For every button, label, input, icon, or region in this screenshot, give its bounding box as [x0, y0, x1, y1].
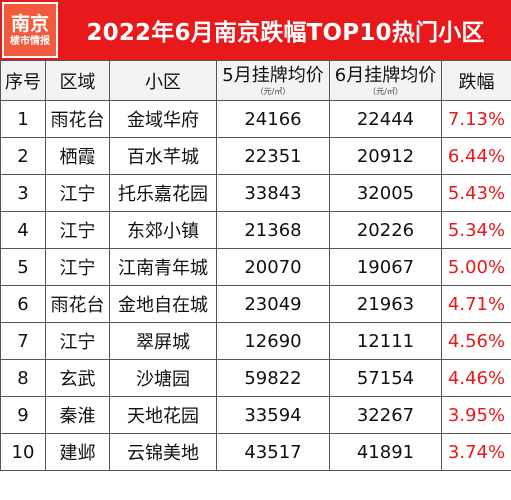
cell-drop: 5.43% — [441, 174, 511, 212]
table-row: 9 秦淮 天地花园 33594 32267 3.95% — [0, 396, 511, 434]
cell-may-price: 12690 — [216, 322, 330, 360]
table-row: 5 江宁 江南青年城 20070 19067 5.00% — [0, 248, 511, 286]
cell-district: 雨花台 — [45, 285, 110, 323]
cell-rank: 2 — [0, 137, 46, 175]
cell-rank: 7 — [0, 322, 46, 360]
col-header-drop: 跌幅 — [441, 60, 511, 101]
cell-community: 江南青年城 — [109, 248, 217, 286]
jun-price-label: 6月挂牌均价 — [334, 64, 437, 86]
cell-may-price: 20070 — [216, 248, 330, 286]
may-price-label: 5月挂牌均价 — [222, 64, 324, 86]
cell-may-price: 33843 — [216, 174, 330, 212]
logo-text-main: 南京 — [10, 12, 49, 35]
cell-district: 江宁 — [45, 211, 110, 249]
cell-community: 天地花园 — [109, 396, 217, 434]
cell-drop: 4.46% — [441, 359, 511, 397]
cell-jun-price: 41891 — [329, 433, 442, 471]
cell-rank: 3 — [0, 174, 46, 212]
table-row: 2 栖霞 百水芊城 22351 20912 6.44% — [0, 137, 511, 175]
col-header-rank: 序号 — [0, 60, 46, 101]
jun-price-unit: （元/㎡） — [368, 86, 403, 96]
cell-community: 金域华府 — [109, 100, 217, 138]
cell-may-price: 33594 — [216, 396, 330, 434]
may-price-unit: （元/㎡） — [255, 86, 291, 96]
cell-may-price: 21368 — [216, 211, 330, 249]
cell-may-price: 43517 — [216, 433, 330, 471]
page-title: 2022年6月南京跌幅TOP10热门小区 — [86, 20, 485, 46]
cell-rank: 10 — [0, 433, 46, 471]
cell-rank: 8 — [0, 359, 46, 397]
table-row: 8 玄武 沙塘园 59822 57154 4.46% — [0, 359, 511, 397]
cell-may-price: 23049 — [216, 285, 330, 323]
table-row: 3 江宁 托乐嘉花园 33843 32005 5.43% — [0, 174, 511, 212]
cell-community: 翠屏城 — [109, 322, 217, 360]
cell-district: 玄武 — [45, 359, 110, 397]
cell-jun-price: 12111 — [329, 322, 442, 360]
cell-rank: 9 — [0, 396, 46, 434]
col-header-may-price: 5月挂牌均价 （元/㎡） — [216, 60, 330, 101]
cell-jun-price: 22444 — [329, 100, 442, 138]
logo-text-sub: 楼市情报 — [10, 35, 50, 47]
cell-drop: 4.56% — [441, 322, 511, 360]
cell-community: 沙塘园 — [109, 359, 217, 397]
cell-rank: 6 — [0, 285, 46, 323]
cell-may-price: 24166 — [216, 100, 330, 138]
cell-drop: 6.44% — [441, 137, 511, 175]
header-banner: 南京 楼市情报 2022年6月南京跌幅TOP10热门小区 — [0, 0, 511, 60]
cell-rank: 4 — [0, 211, 46, 249]
cell-district: 江宁 — [45, 322, 110, 360]
cell-district: 江宁 — [45, 174, 110, 212]
cell-district: 栖霞 — [45, 137, 110, 175]
cell-may-price: 22351 — [216, 137, 330, 175]
cell-jun-price: 32267 — [329, 396, 442, 434]
logo: 南京 楼市情报 — [2, 2, 58, 58]
cell-drop: 3.95% — [441, 396, 511, 434]
cell-jun-price: 21963 — [329, 285, 442, 323]
cell-jun-price: 32005 — [329, 174, 442, 212]
cell-rank: 1 — [0, 100, 46, 138]
cell-district: 秦淮 — [45, 396, 110, 434]
cell-jun-price: 19067 — [329, 248, 442, 286]
table-row: 4 江宁 东郊小镇 21368 20226 5.34% — [0, 211, 511, 249]
cell-community: 云锦美地 — [109, 433, 217, 471]
cell-drop: 5.34% — [441, 211, 511, 249]
table-row: 7 江宁 翠屏城 12690 12111 4.56% — [0, 322, 511, 360]
table-body: 1 雨花台 金域华府 24166 22444 7.13% 2 栖霞 百水芊城 22351 20912… — [0, 100, 511, 471]
table-header-row: 序号 区域 小区 5月挂牌均价 （元/㎡） 6月挂牌均价 （元/㎡） 跌幅 — [0, 60, 511, 101]
table-row: 10 建邺 云锦美地 43517 41891 3.74% — [0, 433, 511, 471]
cell-jun-price: 20226 — [329, 211, 442, 249]
cell-may-price: 59822 — [216, 359, 330, 397]
cell-drop: 7.13% — [441, 100, 511, 138]
cell-drop: 5.00% — [441, 248, 511, 286]
cell-district: 建邺 — [45, 433, 110, 471]
col-header-jun-price: 6月挂牌均价 （元/㎡） — [329, 60, 442, 101]
cell-drop: 3.74% — [441, 433, 511, 471]
cell-community: 东郊小镇 — [109, 211, 217, 249]
cell-drop: 4.71% — [441, 285, 511, 323]
cell-community: 金地自在城 — [109, 285, 217, 323]
cell-rank: 5 — [0, 248, 46, 286]
cell-district: 雨花台 — [45, 100, 110, 138]
table-row: 6 雨花台 金地自在城 23049 21963 4.71% — [0, 285, 511, 323]
cell-community: 托乐嘉花园 — [109, 174, 217, 212]
table-row: 1 雨花台 金域华府 24166 22444 7.13% — [0, 100, 511, 138]
cell-district: 江宁 — [45, 248, 110, 286]
cell-jun-price: 57154 — [329, 359, 442, 397]
cell-community: 百水芊城 — [109, 137, 217, 175]
col-header-community: 小区 — [109, 60, 217, 101]
col-header-district: 区域 — [45, 60, 110, 101]
cell-jun-price: 20912 — [329, 137, 442, 175]
